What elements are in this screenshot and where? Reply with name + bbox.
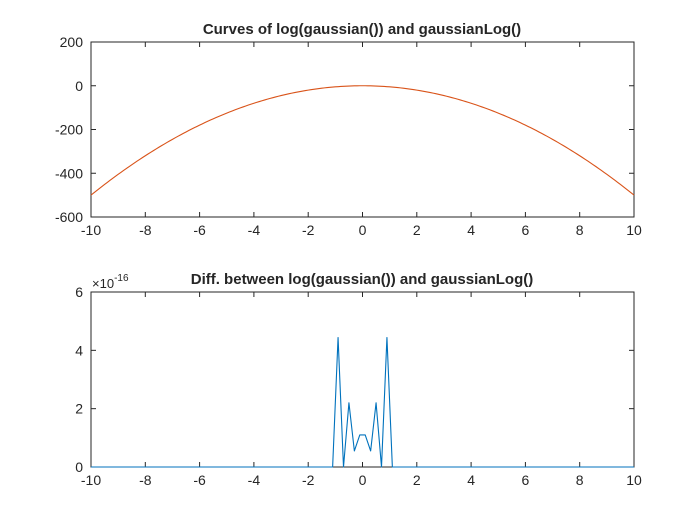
top-x-tick-label: 10	[626, 222, 642, 238]
top-x-tick-label: 2	[413, 222, 421, 238]
top-x-tick-label: -2	[302, 222, 315, 238]
y-exponent-power: -16	[114, 273, 129, 284]
top-y-tick-label: -400	[55, 165, 83, 181]
bottom-x-tick-label: -8	[139, 472, 152, 488]
top-x-tick-label: -4	[248, 222, 261, 238]
top-x-tick-label: 0	[359, 222, 367, 238]
top-x-tick-label: 8	[576, 222, 584, 238]
top-x-tick-label: -10	[81, 222, 101, 238]
top-x-tick-label: 4	[467, 222, 475, 238]
bottom-x-tick-label: 6	[522, 472, 530, 488]
top-series-line	[90, 85, 635, 196]
bottom-x-tick-label: -4	[248, 472, 261, 488]
y-exponent-base: ×10	[92, 276, 114, 291]
bottom-axes-series	[91, 336, 634, 468]
y-exponent-label: ×10-16	[92, 273, 129, 291]
top-x-tick-label: 6	[522, 222, 530, 238]
bottom-chart-title: Diff. between log(gaussian()) and gaussi…	[191, 271, 534, 288]
bottom-x-tick-label: 0	[359, 472, 367, 488]
bottom-axes-ticks: -10 -8 -6 -4 -2 0 2 4 6 8 10 6 4 2 0	[75, 284, 642, 488]
bottom-axes-box	[90, 291, 635, 468]
top-y-tick-label: -200	[55, 122, 83, 138]
bottom-x-tick-label: 8	[576, 472, 584, 488]
bottom-y-tick-label: 0	[75, 459, 83, 475]
bottom-y-tick-label: 2	[75, 401, 83, 417]
top-y-tick-label: 0	[75, 78, 83, 94]
top-x-tick-label: -8	[139, 222, 152, 238]
top-x-tick-label: -6	[193, 222, 206, 238]
bottom-y-tick-label: 4	[75, 342, 83, 358]
bottom-x-tick-label: 4	[467, 472, 475, 488]
top-axes: Curves of log(gaussian()) and gaussianLo…	[55, 21, 642, 238]
bottom-x-tick-label: 2	[413, 472, 421, 488]
bottom-axes: Diff. between log(gaussian()) and gaussi…	[75, 271, 642, 488]
bottom-x-tick-label: 10	[626, 472, 642, 488]
bottom-x-tick-label: -10	[81, 472, 101, 488]
top-chart-title: Curves of log(gaussian()) and gaussianLo…	[203, 21, 521, 38]
bottom-x-tick-label: -6	[193, 472, 206, 488]
bottom-series-line	[91, 336, 634, 468]
top-axes-box	[90, 41, 635, 218]
top-axes-ticks: -10 -8 -6 -4 -2 0 2 4 6 8 10 200 0 -200 -400 -600	[55, 34, 642, 238]
bottom-x-tick-label: -2	[302, 472, 315, 488]
bottom-y-tick-label: 6	[75, 284, 83, 300]
top-axes-series	[90, 85, 635, 196]
top-y-tick-label: 200	[60, 34, 84, 50]
top-y-tick-label: -600	[55, 209, 83, 225]
